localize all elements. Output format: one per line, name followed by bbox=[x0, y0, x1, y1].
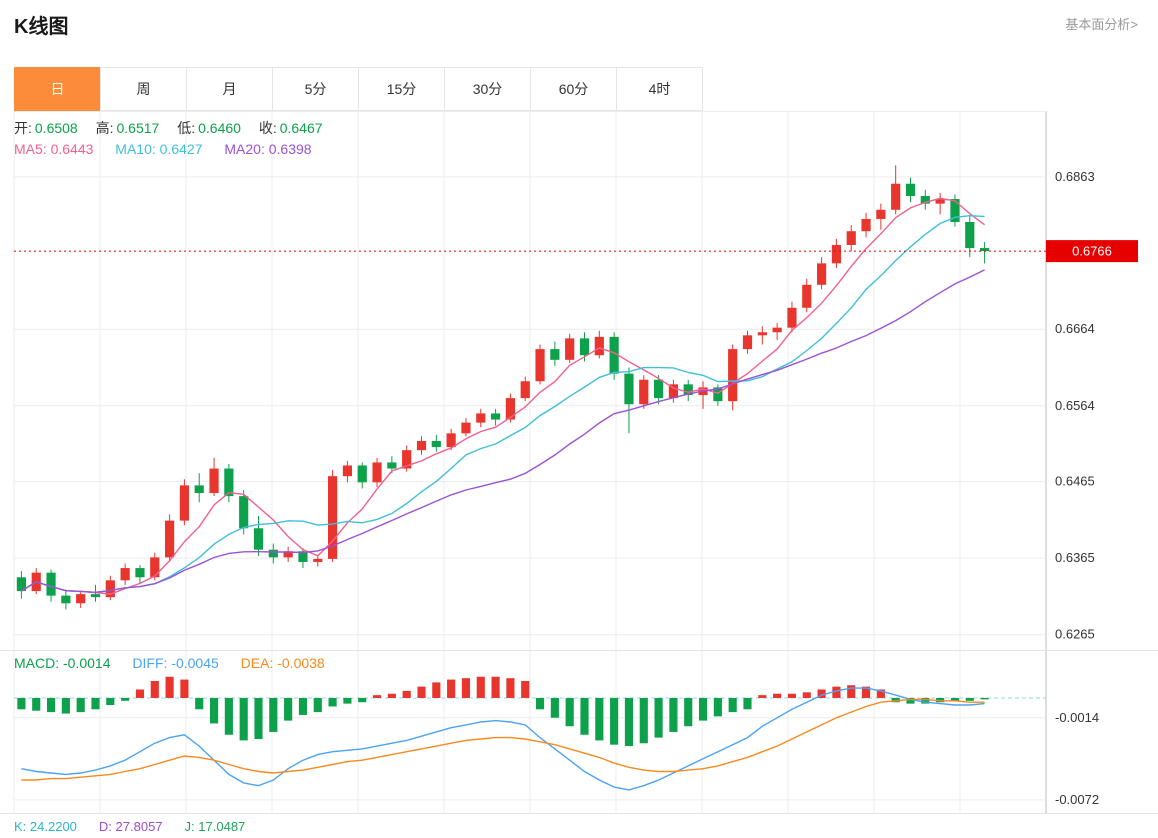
main-chart-pane: 0.6863 0.6664 0.6564 0.6465 0.6365 0.6265 0.67… bbox=[0, 111, 1158, 650]
svg-text:-0.0072: -0.0072 bbox=[1055, 792, 1099, 807]
fundamental-analysis-link[interactable]: 基本面分析> bbox=[1065, 17, 1138, 32]
k-label: K: bbox=[14, 818, 27, 834]
svg-text:0.6664: 0.6664 bbox=[1055, 321, 1095, 336]
page-header: K线图 基本面分析> bbox=[0, 0, 1158, 67]
j-label: J: bbox=[184, 818, 195, 834]
tab-day[interactable]: 日 bbox=[14, 67, 101, 111]
tab-4hour[interactable]: 4时 bbox=[616, 67, 703, 111]
svg-text:-0.0014: -0.0014 bbox=[1055, 710, 1099, 725]
svg-text:0.6465: 0.6465 bbox=[1055, 474, 1095, 489]
timeframe-tabs: 日 周 月 5分 15分 30分 60分 4时 bbox=[14, 67, 1158, 111]
candlestick-chart[interactable]: 0.6863 0.6664 0.6564 0.6465 0.6365 0.6265 0.67… bbox=[0, 111, 1158, 650]
k-value: 24.2200 bbox=[29, 818, 77, 834]
page-title: K线图 bbox=[14, 16, 69, 38]
tab-60min[interactable]: 60分 bbox=[530, 67, 617, 111]
j-value: 17.0487 bbox=[198, 818, 246, 834]
svg-text:0.6766: 0.6766 bbox=[1072, 244, 1112, 259]
d-value: 27.8057 bbox=[115, 818, 163, 834]
tab-month[interactable]: 月 bbox=[186, 67, 273, 111]
tab-week[interactable]: 周 bbox=[100, 67, 187, 111]
kdj-d: D: 27.8057 bbox=[99, 819, 163, 834]
d-label: D: bbox=[98, 818, 112, 834]
kdj-k: K: 24.2200 bbox=[14, 819, 77, 834]
chart-area: 0.6863 0.6664 0.6564 0.6465 0.6365 0.6265 0.67… bbox=[0, 111, 1158, 838]
svg-text:0.6863: 0.6863 bbox=[1055, 169, 1095, 184]
tab-30min[interactable]: 30分 bbox=[444, 67, 531, 111]
kdj-j: J: 17.0487 bbox=[185, 819, 246, 834]
kdj-info: K: 24.2200 D: 27.8057 J: 17.0487 bbox=[0, 813, 1158, 838]
macd-chart[interactable]: -0.0014 -0.0072 bbox=[0, 651, 1158, 813]
tab-5min[interactable]: 5分 bbox=[272, 67, 359, 111]
current-price-badge: 0.6766 bbox=[1046, 240, 1138, 263]
macd-pane: -0.0014 -0.0072 MACD: -0.0014 DIFF: -0.00… bbox=[0, 650, 1158, 813]
svg-text:0.6265: 0.6265 bbox=[1055, 627, 1095, 642]
svg-text:0.6564: 0.6564 bbox=[1055, 398, 1095, 413]
svg-text:0.6365: 0.6365 bbox=[1055, 550, 1095, 565]
tab-15min[interactable]: 15分 bbox=[358, 67, 445, 111]
